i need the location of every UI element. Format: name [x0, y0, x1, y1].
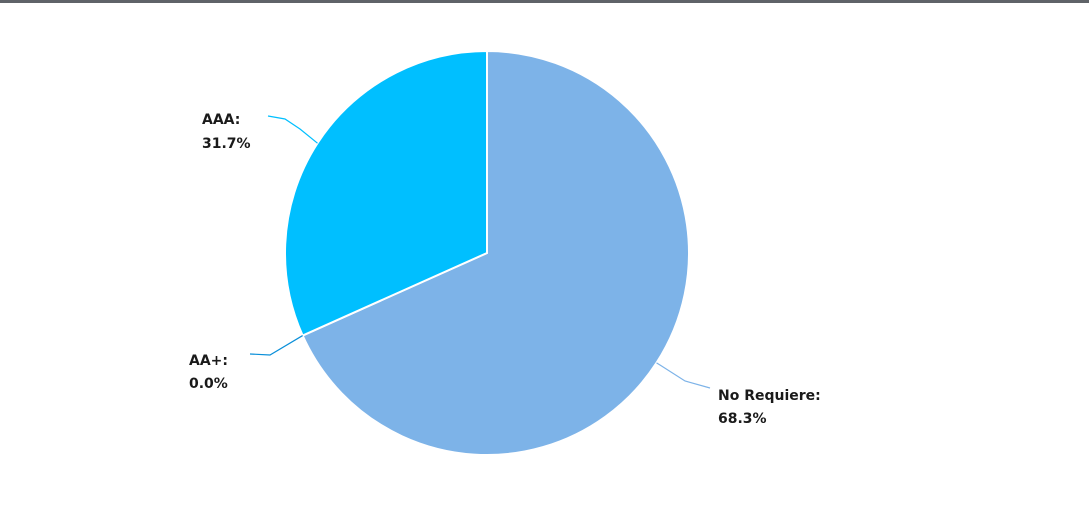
- leader-line-aa: [249, 335, 303, 356]
- slice-label-no-requiere-name: No Requiere: [718, 388, 815, 404]
- slice-label-no-requiere: No Requiere:: [718, 388, 821, 404]
- slice-label-aa-plus-name: AA+: [189, 353, 222, 369]
- pie-slices: [284, 49, 690, 456]
- leader-line-aaa: [267, 115, 318, 144]
- slice-label-aaa: AAA:: [202, 112, 240, 128]
- pie-chart: AAA: 31.7% AA+: 0.0% No Requiere: 68.3%: [189, 49, 821, 456]
- slice-value-aaa: 31.7%: [202, 136, 251, 152]
- slice-value-no-requiere: 68.3%: [718, 411, 767, 427]
- slice-value-aa-plus: 0.0%: [189, 376, 228, 392]
- leader-line-no-requiere: [656, 362, 711, 389]
- slice-label-aaa-name: AAA: [202, 112, 235, 128]
- leader-lines: [249, 115, 711, 389]
- pie-slice-no-requiere[interactable]: [301, 49, 690, 456]
- slice-label-aa-plus: AA+:: [189, 353, 228, 369]
